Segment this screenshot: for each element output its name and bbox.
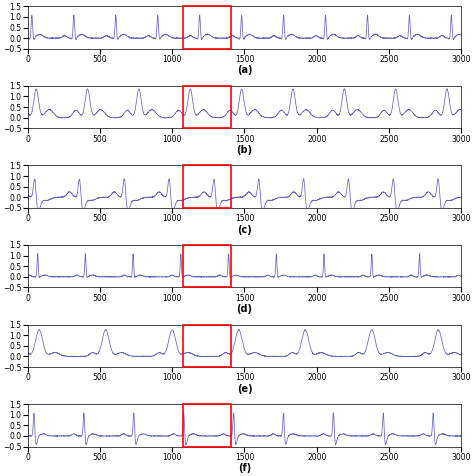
X-axis label: (e): (e) — [237, 384, 252, 394]
Bar — [183, 86, 231, 129]
X-axis label: (b): (b) — [237, 145, 253, 155]
Bar — [183, 245, 231, 288]
X-axis label: (c): (c) — [237, 225, 252, 235]
Bar — [183, 404, 231, 446]
Bar — [183, 325, 231, 367]
Bar — [183, 165, 231, 208]
X-axis label: (a): (a) — [237, 65, 252, 75]
X-axis label: (d): (d) — [237, 304, 253, 314]
X-axis label: (f): (f) — [238, 463, 251, 473]
Bar — [183, 6, 231, 49]
